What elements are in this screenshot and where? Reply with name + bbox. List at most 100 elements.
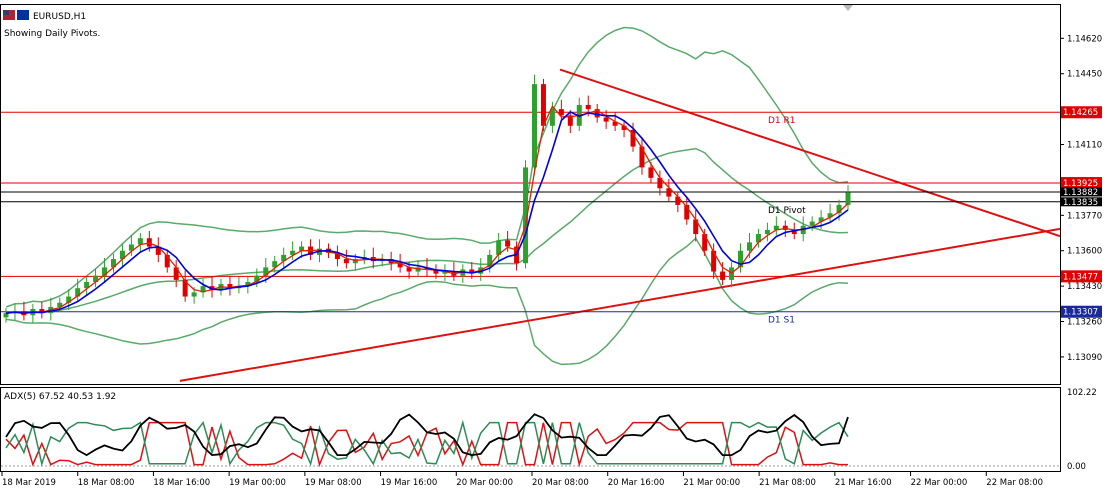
candle xyxy=(531,74,537,175)
candle xyxy=(496,233,502,263)
candle xyxy=(3,307,9,323)
candle xyxy=(299,241,305,259)
x-tick-label: 21 Mar 16:00 xyxy=(835,478,892,488)
candle xyxy=(119,243,125,267)
candle xyxy=(164,249,170,273)
candle xyxy=(675,191,681,213)
x-tick-label: 19 Mar 00:00 xyxy=(229,478,286,488)
candle xyxy=(442,264,448,281)
flag-eu-icon xyxy=(17,10,29,20)
x-tick-label: 22 Mar 00:00 xyxy=(911,478,968,488)
y-tick-label: 1.13090 xyxy=(1067,353,1102,363)
support-trendline[interactable] xyxy=(179,227,1061,382)
candle xyxy=(173,260,179,288)
price-tag xyxy=(1061,187,1102,197)
x-tick-label: 20 Mar 00:00 xyxy=(456,478,513,488)
candle xyxy=(666,178,672,202)
bollinger-lower xyxy=(5,237,849,366)
trendlines[interactable] xyxy=(179,68,1061,382)
y-tick-label: 1.13600 xyxy=(1067,247,1102,257)
symbol-title: EURUSD,H1 xyxy=(33,12,86,22)
candle xyxy=(648,162,654,184)
candle xyxy=(93,268,99,288)
x-tick-label: 19 Mar 08:00 xyxy=(305,478,362,488)
price-tag xyxy=(1061,270,1102,283)
candle xyxy=(720,262,726,286)
candle xyxy=(755,228,761,248)
candle xyxy=(75,278,81,302)
candle xyxy=(39,301,45,319)
main-chart-frame xyxy=(0,4,1061,385)
candle xyxy=(102,258,108,284)
candle xyxy=(334,245,340,267)
fast-ma-line xyxy=(5,105,849,314)
candle xyxy=(263,258,269,284)
candle xyxy=(200,278,206,298)
candle xyxy=(702,228,708,256)
moving-averages xyxy=(5,105,849,315)
candle xyxy=(621,120,627,138)
candle xyxy=(594,103,600,123)
pivot-level-label: D1 R1 xyxy=(768,116,796,126)
scroll-marker-icon[interactable] xyxy=(843,5,853,11)
candle xyxy=(639,137,645,175)
candle xyxy=(773,216,779,236)
price-tag xyxy=(1061,197,1102,207)
candle xyxy=(137,233,143,252)
candle xyxy=(603,110,609,129)
price-tag-label: 1.13882 xyxy=(1063,188,1098,198)
plus-di-line xyxy=(5,419,849,467)
slow-ma-line xyxy=(5,111,849,315)
x-tick-label: 22 Mar 08:00 xyxy=(986,478,1043,488)
y-tick-label: 1.13260 xyxy=(1067,318,1102,328)
candle xyxy=(764,222,770,242)
bollinger-upper xyxy=(5,26,849,308)
time-axis: 18 Mar 2019 18 Mar 08:00 18 Mar 16:00 19 Ma… xyxy=(1,472,1043,488)
candle xyxy=(540,78,546,131)
price-tag-label: 1.14265 xyxy=(1063,108,1098,118)
y-tick-label: 1.14450 xyxy=(1067,70,1102,80)
price-axis: 1.14620 1.14450 1.14110 1.13770 1.13600 1.134… xyxy=(1060,34,1102,363)
x-tick-label: 21 Mar 08:00 xyxy=(759,478,816,488)
price-tag-label: 1.13835 xyxy=(1063,198,1098,208)
candle xyxy=(272,255,278,273)
candle xyxy=(128,235,134,256)
candle xyxy=(110,253,116,273)
candle xyxy=(523,160,529,269)
x-tick-label: 20 Mar 08:00 xyxy=(532,478,589,488)
y-tick-label: 1.13770 xyxy=(1067,211,1102,221)
adx-tick-label: 0.00 xyxy=(1067,462,1086,472)
x-tick-label: 18 Mar 2019 xyxy=(2,478,56,488)
candle xyxy=(693,210,699,242)
candle xyxy=(66,289,72,311)
y-tick-label: 1.13430 xyxy=(1067,282,1102,292)
candle xyxy=(155,237,161,263)
x-tick-label: 18 Mar 08:00 xyxy=(78,478,135,488)
adx-main-line xyxy=(5,413,849,457)
candle xyxy=(711,243,717,279)
pivot-level-label: D1 Pivot xyxy=(768,206,806,216)
candle xyxy=(254,268,260,288)
x-tick-label: 19 Mar 16:00 xyxy=(381,478,438,488)
adx-lines: 102.22 0.00 xyxy=(1,388,1097,472)
pivot-level-label: D1 S1 xyxy=(768,316,795,326)
x-tick-label: 18 Mar 16:00 xyxy=(153,478,210,488)
x-tick-label: 21 Mar 00:00 xyxy=(683,478,740,488)
candle xyxy=(657,170,663,196)
price-tag xyxy=(1061,305,1102,318)
price-tag xyxy=(1061,177,1102,190)
candle xyxy=(227,276,233,296)
candle xyxy=(684,197,690,225)
candle xyxy=(567,110,573,134)
x-tick-label: 20 Mar 16:00 xyxy=(608,478,665,488)
candle xyxy=(809,216,815,231)
candle xyxy=(84,276,90,296)
candle xyxy=(505,230,511,252)
price-tag-label: 1.13925 xyxy=(1063,179,1098,189)
candle xyxy=(433,264,439,279)
resistance-trendline[interactable] xyxy=(559,68,1061,238)
candle xyxy=(827,203,833,223)
adx-tick-label: 102.22 xyxy=(1067,388,1097,398)
candle xyxy=(281,247,287,269)
